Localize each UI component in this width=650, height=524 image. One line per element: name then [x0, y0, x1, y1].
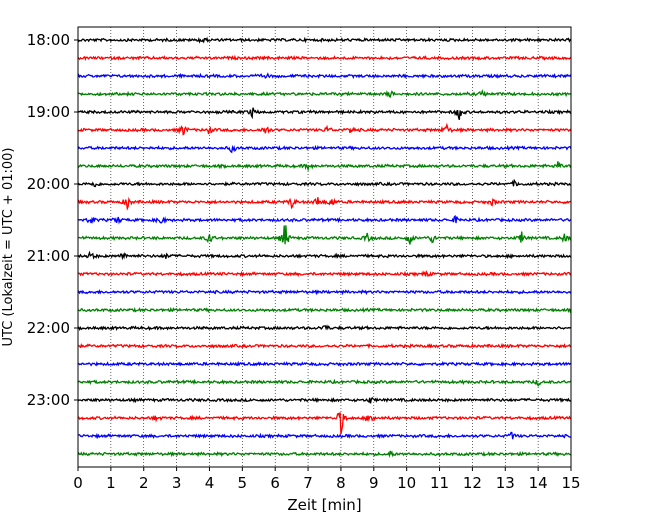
- x-axis-ticks: 0 1 2 3 4 5 6 7 8 9 10 11 12 13 14 15: [73, 467, 581, 492]
- trace-1800: [77, 36, 572, 44]
- trace-2215: [77, 342, 572, 350]
- x-tick-label: 2: [139, 474, 149, 492]
- trace-2145: [77, 306, 572, 314]
- x-tick-label: 3: [172, 474, 182, 492]
- trace-2100: [77, 250, 572, 261]
- trace-2330: [77, 431, 572, 440]
- trace-1830: [77, 72, 572, 80]
- x-tick-label: 9: [369, 474, 379, 492]
- x-tick-label: 6: [270, 474, 280, 492]
- y-tick-label: 20:00: [27, 175, 70, 193]
- trace-1900: [77, 107, 572, 120]
- x-tick-label: 7: [303, 474, 313, 492]
- y-tick-label: 23:00: [27, 391, 70, 409]
- x-tick-label: 15: [561, 474, 580, 492]
- trace-2045: [77, 225, 572, 245]
- trace-1845: [77, 88, 572, 99]
- grid-lines: [110, 27, 539, 467]
- trace-1945: [77, 161, 572, 173]
- y-tick-label: 22:00: [27, 319, 70, 337]
- plot-frame: [77, 26, 572, 468]
- trace-2015: [77, 196, 572, 211]
- x-tick-label: 12: [463, 474, 482, 492]
- x-tick-label: 11: [430, 474, 449, 492]
- trace-2315: [77, 412, 572, 435]
- trace-2300: [77, 396, 572, 404]
- x-tick-label: 13: [496, 474, 515, 492]
- trace-1915: [77, 122, 572, 136]
- trace-2345: [77, 450, 572, 458]
- x-tick-label: 14: [529, 474, 548, 492]
- x-tick-label: 1: [106, 474, 116, 492]
- x-tick-label: 8: [336, 474, 346, 492]
- x-tick-label: 4: [205, 474, 215, 492]
- x-tick-label: 0: [73, 474, 83, 492]
- trace-2115: [77, 270, 572, 278]
- trace-2130: [77, 289, 572, 296]
- trace-2000: [77, 178, 572, 188]
- y-tick-label: 18:00: [27, 31, 70, 49]
- seismogram-traces: [77, 36, 572, 458]
- trace-2230: [77, 360, 572, 367]
- y-tick-label: 19:00: [27, 103, 70, 121]
- trace-2200: [78, 324, 572, 332]
- trace-2030: [77, 214, 572, 225]
- y-tick-label: 21:00: [27, 247, 70, 265]
- trace-2245: [77, 378, 572, 388]
- y-axis-ticks: 18:00 19:00 20:00 21:00 22:00 23:00: [27, 31, 78, 409]
- x-axis-label: Zeit [min]: [287, 496, 361, 514]
- y-axis-label: UTC (Lokalzeit = UTC + 01:00): [1, 148, 16, 347]
- trace-1815: [77, 54, 572, 62]
- x-tick-label: 5: [238, 474, 248, 492]
- trace-1930: [77, 144, 572, 154]
- x-tick-label: 10: [397, 474, 416, 492]
